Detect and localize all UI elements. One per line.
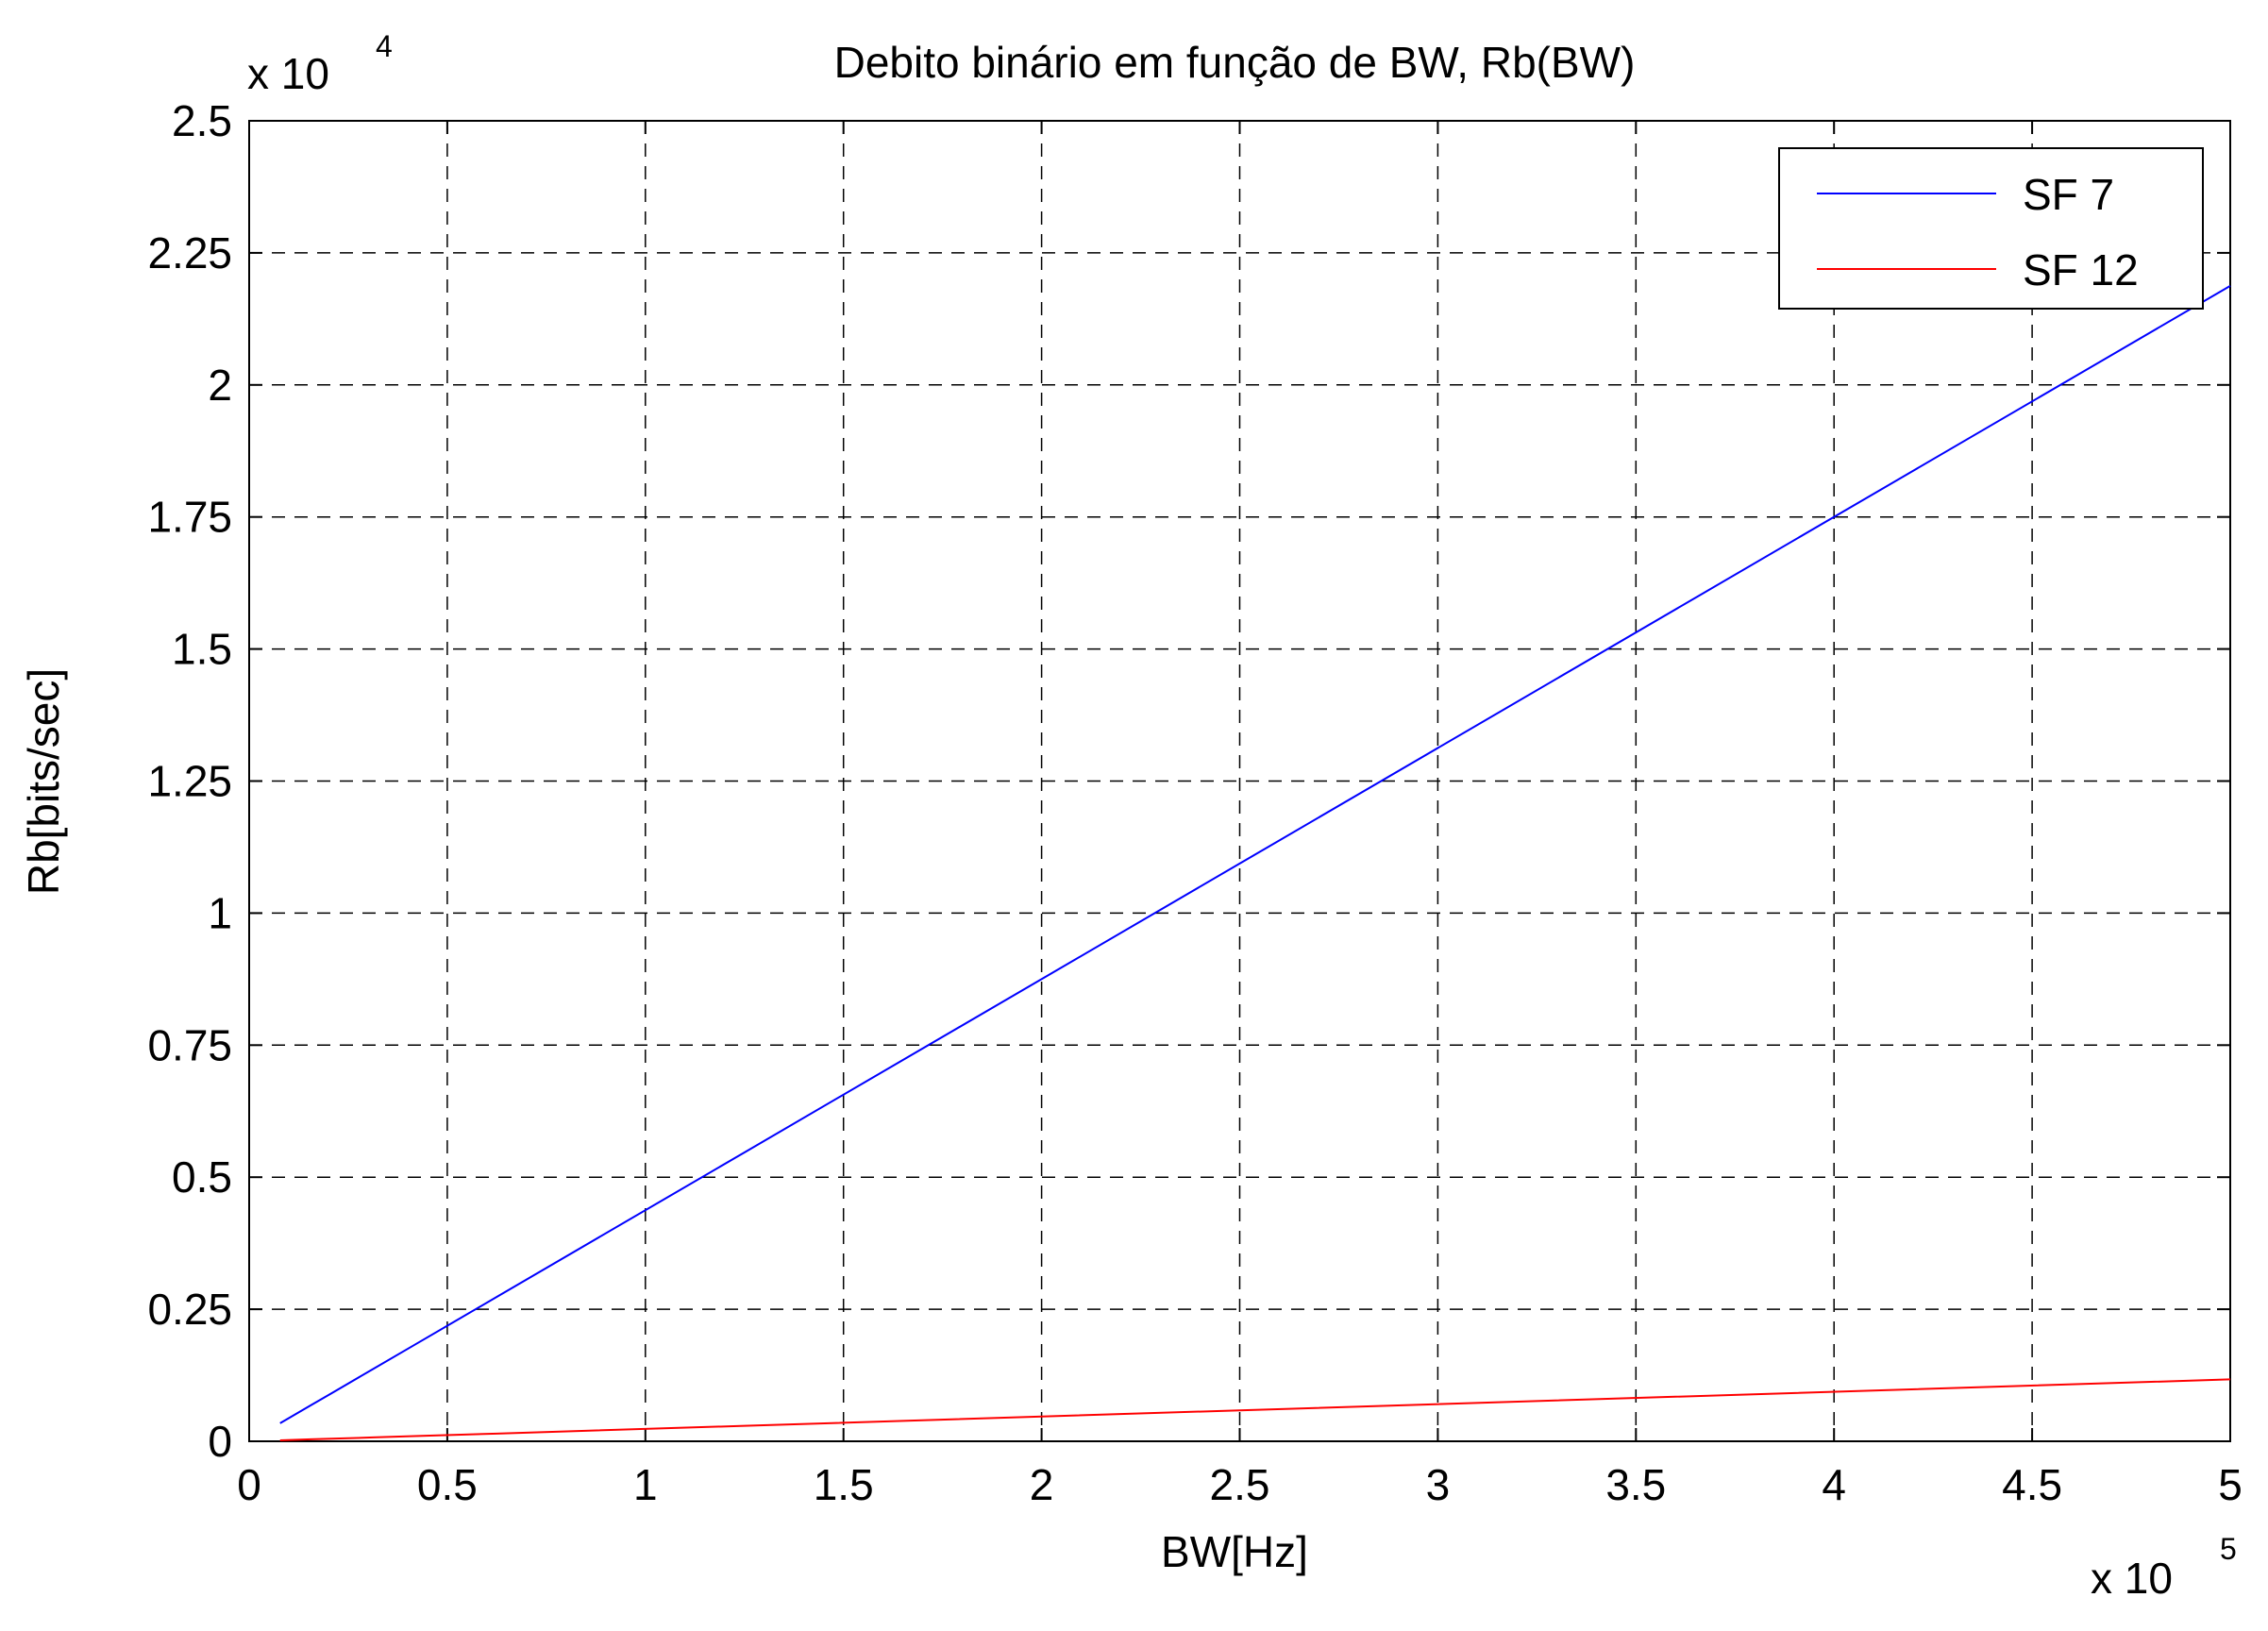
y-tick-label: 2.5 — [172, 96, 232, 145]
y-tick-label: 0 — [208, 1417, 232, 1466]
y-exponent: 4 — [376, 29, 393, 63]
legend-box — [1778, 147, 2204, 310]
x-tick-label: 3.5 — [1605, 1460, 1666, 1509]
x-tick-label: 3 — [1426, 1460, 1451, 1509]
y-tick-label: 0.25 — [147, 1285, 232, 1334]
y-tick-label: 1.25 — [147, 757, 232, 806]
y-tick-label: 0.75 — [147, 1020, 232, 1069]
y-tick-label: 2 — [208, 361, 232, 410]
y-axis-label: Rb[bits/sec] — [19, 668, 68, 895]
x-tick-label: 2 — [1030, 1460, 1054, 1509]
chart-title: Debito binário em função de BW, Rb(BW) — [834, 38, 1636, 87]
legend-label: SF 7 — [2023, 170, 2114, 219]
y-tick-label: 0.5 — [172, 1152, 232, 1202]
x-tick-label: 2.5 — [1210, 1460, 1270, 1509]
x-tick-label: 0.5 — [417, 1460, 478, 1509]
y-tick-label: 2.25 — [147, 228, 232, 277]
y-tick-label: 1.75 — [147, 493, 232, 542]
x-tick-label: 5 — [2218, 1460, 2243, 1509]
x-tick-label: 4.5 — [2002, 1460, 2062, 1509]
series-line — [279, 1378, 2231, 1441]
legend-label: SF 12 — [2023, 245, 2139, 294]
x-tick-label: 4 — [1822, 1460, 1846, 1509]
x-tick-label: 1 — [633, 1460, 658, 1509]
y-multiplier: x 10 — [247, 49, 329, 98]
x-exponent: 5 — [2220, 1532, 2237, 1566]
x-multiplier: x 10 — [2091, 1554, 2173, 1603]
x-tick-label: 1.5 — [814, 1460, 874, 1509]
series-line — [279, 285, 2231, 1424]
plot-frame — [248, 120, 2231, 1442]
y-tick-label: 1 — [208, 888, 232, 937]
x-axis-label: BW[Hz] — [1161, 1527, 1308, 1576]
y-tick-label: 1.5 — [172, 625, 232, 674]
x-tick-label: 0 — [237, 1460, 261, 1509]
